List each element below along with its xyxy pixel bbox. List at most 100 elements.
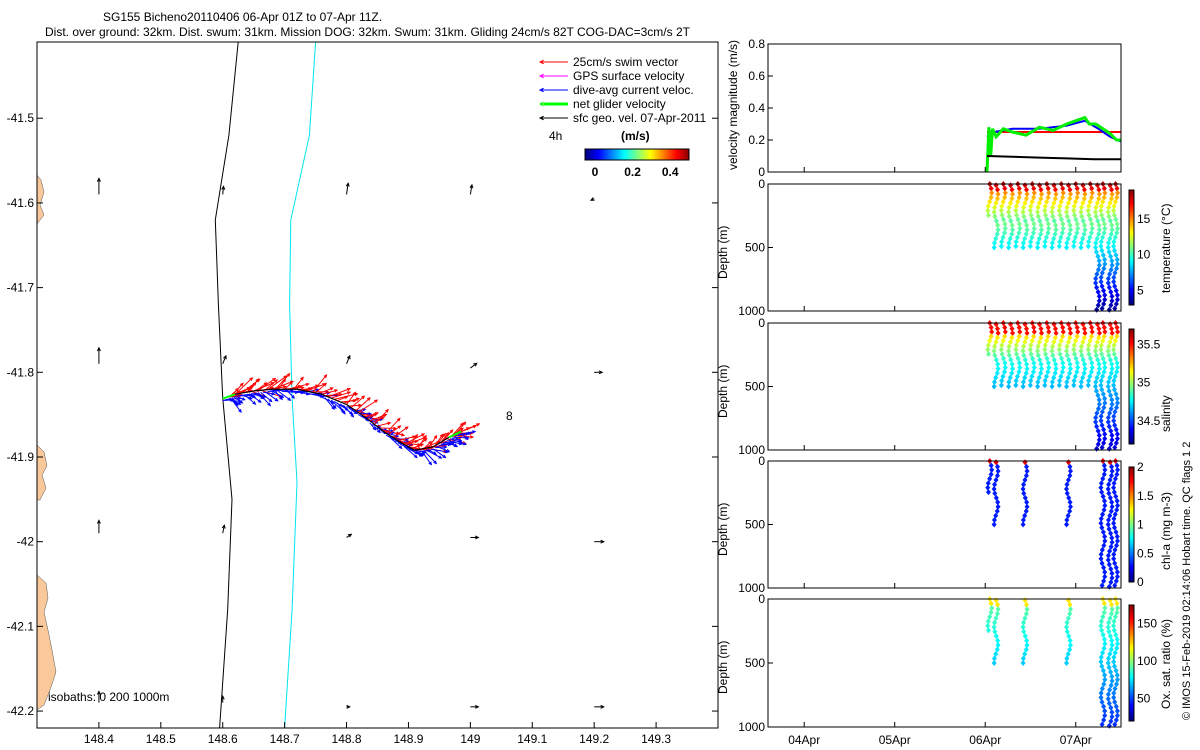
velocity-series-3 (986, 155, 1121, 161)
sal-point (1072, 373, 1078, 380)
temp-point (1046, 225, 1052, 232)
temp-point (991, 208, 997, 215)
sal-colorbar-cell (1129, 398, 1134, 401)
temp-point (1006, 240, 1012, 247)
speed-colorbar-cell (613, 149, 615, 160)
temp-colorbar-cell (1129, 216, 1134, 220)
oxy-colorbar-cell (1129, 680, 1134, 683)
temp-point (1066, 217, 1072, 224)
temp-point (1109, 226, 1115, 233)
swim-vector-79-head (423, 438, 428, 442)
swim-vector-31-head (300, 376, 304, 381)
temp-point (995, 186, 1001, 193)
chl-colorbar-cell (1129, 528, 1134, 531)
oxy-point (1020, 624, 1026, 631)
sal-point (1027, 346, 1033, 353)
sal-point (1046, 364, 1052, 371)
temp-point (1098, 278, 1104, 285)
geo-arrow-0-head (96, 177, 101, 182)
chl-colorbar-cell (1129, 493, 1134, 497)
temp-point (985, 212, 991, 219)
chl-point (1109, 570, 1115, 577)
sal-colorbar-cell (1129, 352, 1134, 355)
sal-colorbar-cell (1129, 361, 1134, 364)
temp-point (1042, 207, 1048, 214)
temp-point (1105, 280, 1111, 287)
temp-point (999, 203, 1005, 210)
temp-point (1053, 222, 1059, 229)
speed-colorbar-cell (614, 149, 616, 160)
temp-colorbar-cell (1129, 285, 1134, 289)
chl-point (1022, 477, 1028, 484)
sal-point (1107, 356, 1113, 363)
swim-vector-57-head (373, 413, 378, 417)
sal-point (985, 346, 991, 353)
swim-vector-60 (374, 409, 389, 425)
chl-colorbar-cell (1129, 541, 1134, 545)
temp-colorbar-cell (1129, 197, 1134, 201)
temp-colorbar-cell (1129, 274, 1134, 277)
sal-point (1099, 422, 1105, 429)
sal-point (994, 370, 1000, 377)
oxy-point (985, 627, 991, 634)
sal-point (1115, 400, 1121, 407)
temp-point (1067, 231, 1073, 238)
oxy-ytick-label-0: 0 (758, 592, 765, 606)
chl-point (1102, 569, 1108, 576)
speed-colorbar-cell (663, 149, 665, 160)
temp-point (1056, 207, 1062, 214)
temp-point (1114, 292, 1120, 299)
temp-point (1105, 244, 1111, 251)
temp-colorbar-cell (1129, 228, 1134, 231)
dac-vector-86 (428, 449, 437, 455)
sal-point (1014, 373, 1020, 380)
temp-point (1107, 235, 1113, 242)
sal-point (1067, 334, 1073, 341)
sal-point (1102, 431, 1108, 438)
sal-point (1009, 361, 1015, 368)
swim-vector-47-head (355, 397, 361, 401)
oxy-point (1021, 628, 1027, 635)
temp-point (1013, 238, 1019, 245)
speed-colorbar-cell (636, 149, 638, 160)
sal-colorbar-tick-1: 35 (1137, 376, 1151, 390)
sal-point (1013, 382, 1019, 389)
oxy-point (1023, 610, 1029, 617)
sal-colorbar-cell (1129, 338, 1134, 341)
oxy-colorbar-cell (1129, 709, 1134, 712)
temp-point (1031, 194, 1037, 201)
legend-label-3: net glider velocity (573, 97, 666, 111)
temp-point (1031, 189, 1037, 196)
sal-point (1114, 404, 1120, 411)
oxy-colorbar-cell (1129, 693, 1134, 697)
temp-point (1112, 305, 1118, 312)
swim-vector-76 (408, 434, 418, 448)
sal-colorbar-cell (1129, 440, 1134, 443)
dac-vector-33 (299, 391, 309, 395)
map-xtick-label-5: 148.9 (393, 732, 423, 746)
sal-point (1080, 356, 1086, 363)
swim-vector-34 (303, 384, 319, 391)
temp-point (1109, 262, 1115, 269)
temp-point (992, 213, 998, 220)
oxy-colorbar-cell (1129, 688, 1134, 691)
temp-point (1064, 244, 1070, 251)
swim-vector-43 (330, 391, 351, 399)
oxy-point (1067, 610, 1073, 617)
temp-point (1102, 189, 1108, 196)
chl-point (1020, 521, 1026, 528)
temp-point (993, 217, 999, 224)
temp-colorbar-cell (1129, 247, 1134, 250)
swim-vector-38-head (323, 382, 327, 387)
geo-arrow-17-head (346, 704, 351, 709)
chl-point (1114, 462, 1120, 469)
chl-colorbar-cell (1129, 578, 1134, 581)
sal-point (1096, 436, 1102, 443)
temp-point (1093, 244, 1099, 251)
sal-point (1101, 324, 1107, 331)
oxy-point (1098, 658, 1104, 665)
chl-point (1098, 480, 1104, 487)
speed-colorbar-cell (686, 149, 688, 160)
oxy-point (992, 619, 998, 626)
